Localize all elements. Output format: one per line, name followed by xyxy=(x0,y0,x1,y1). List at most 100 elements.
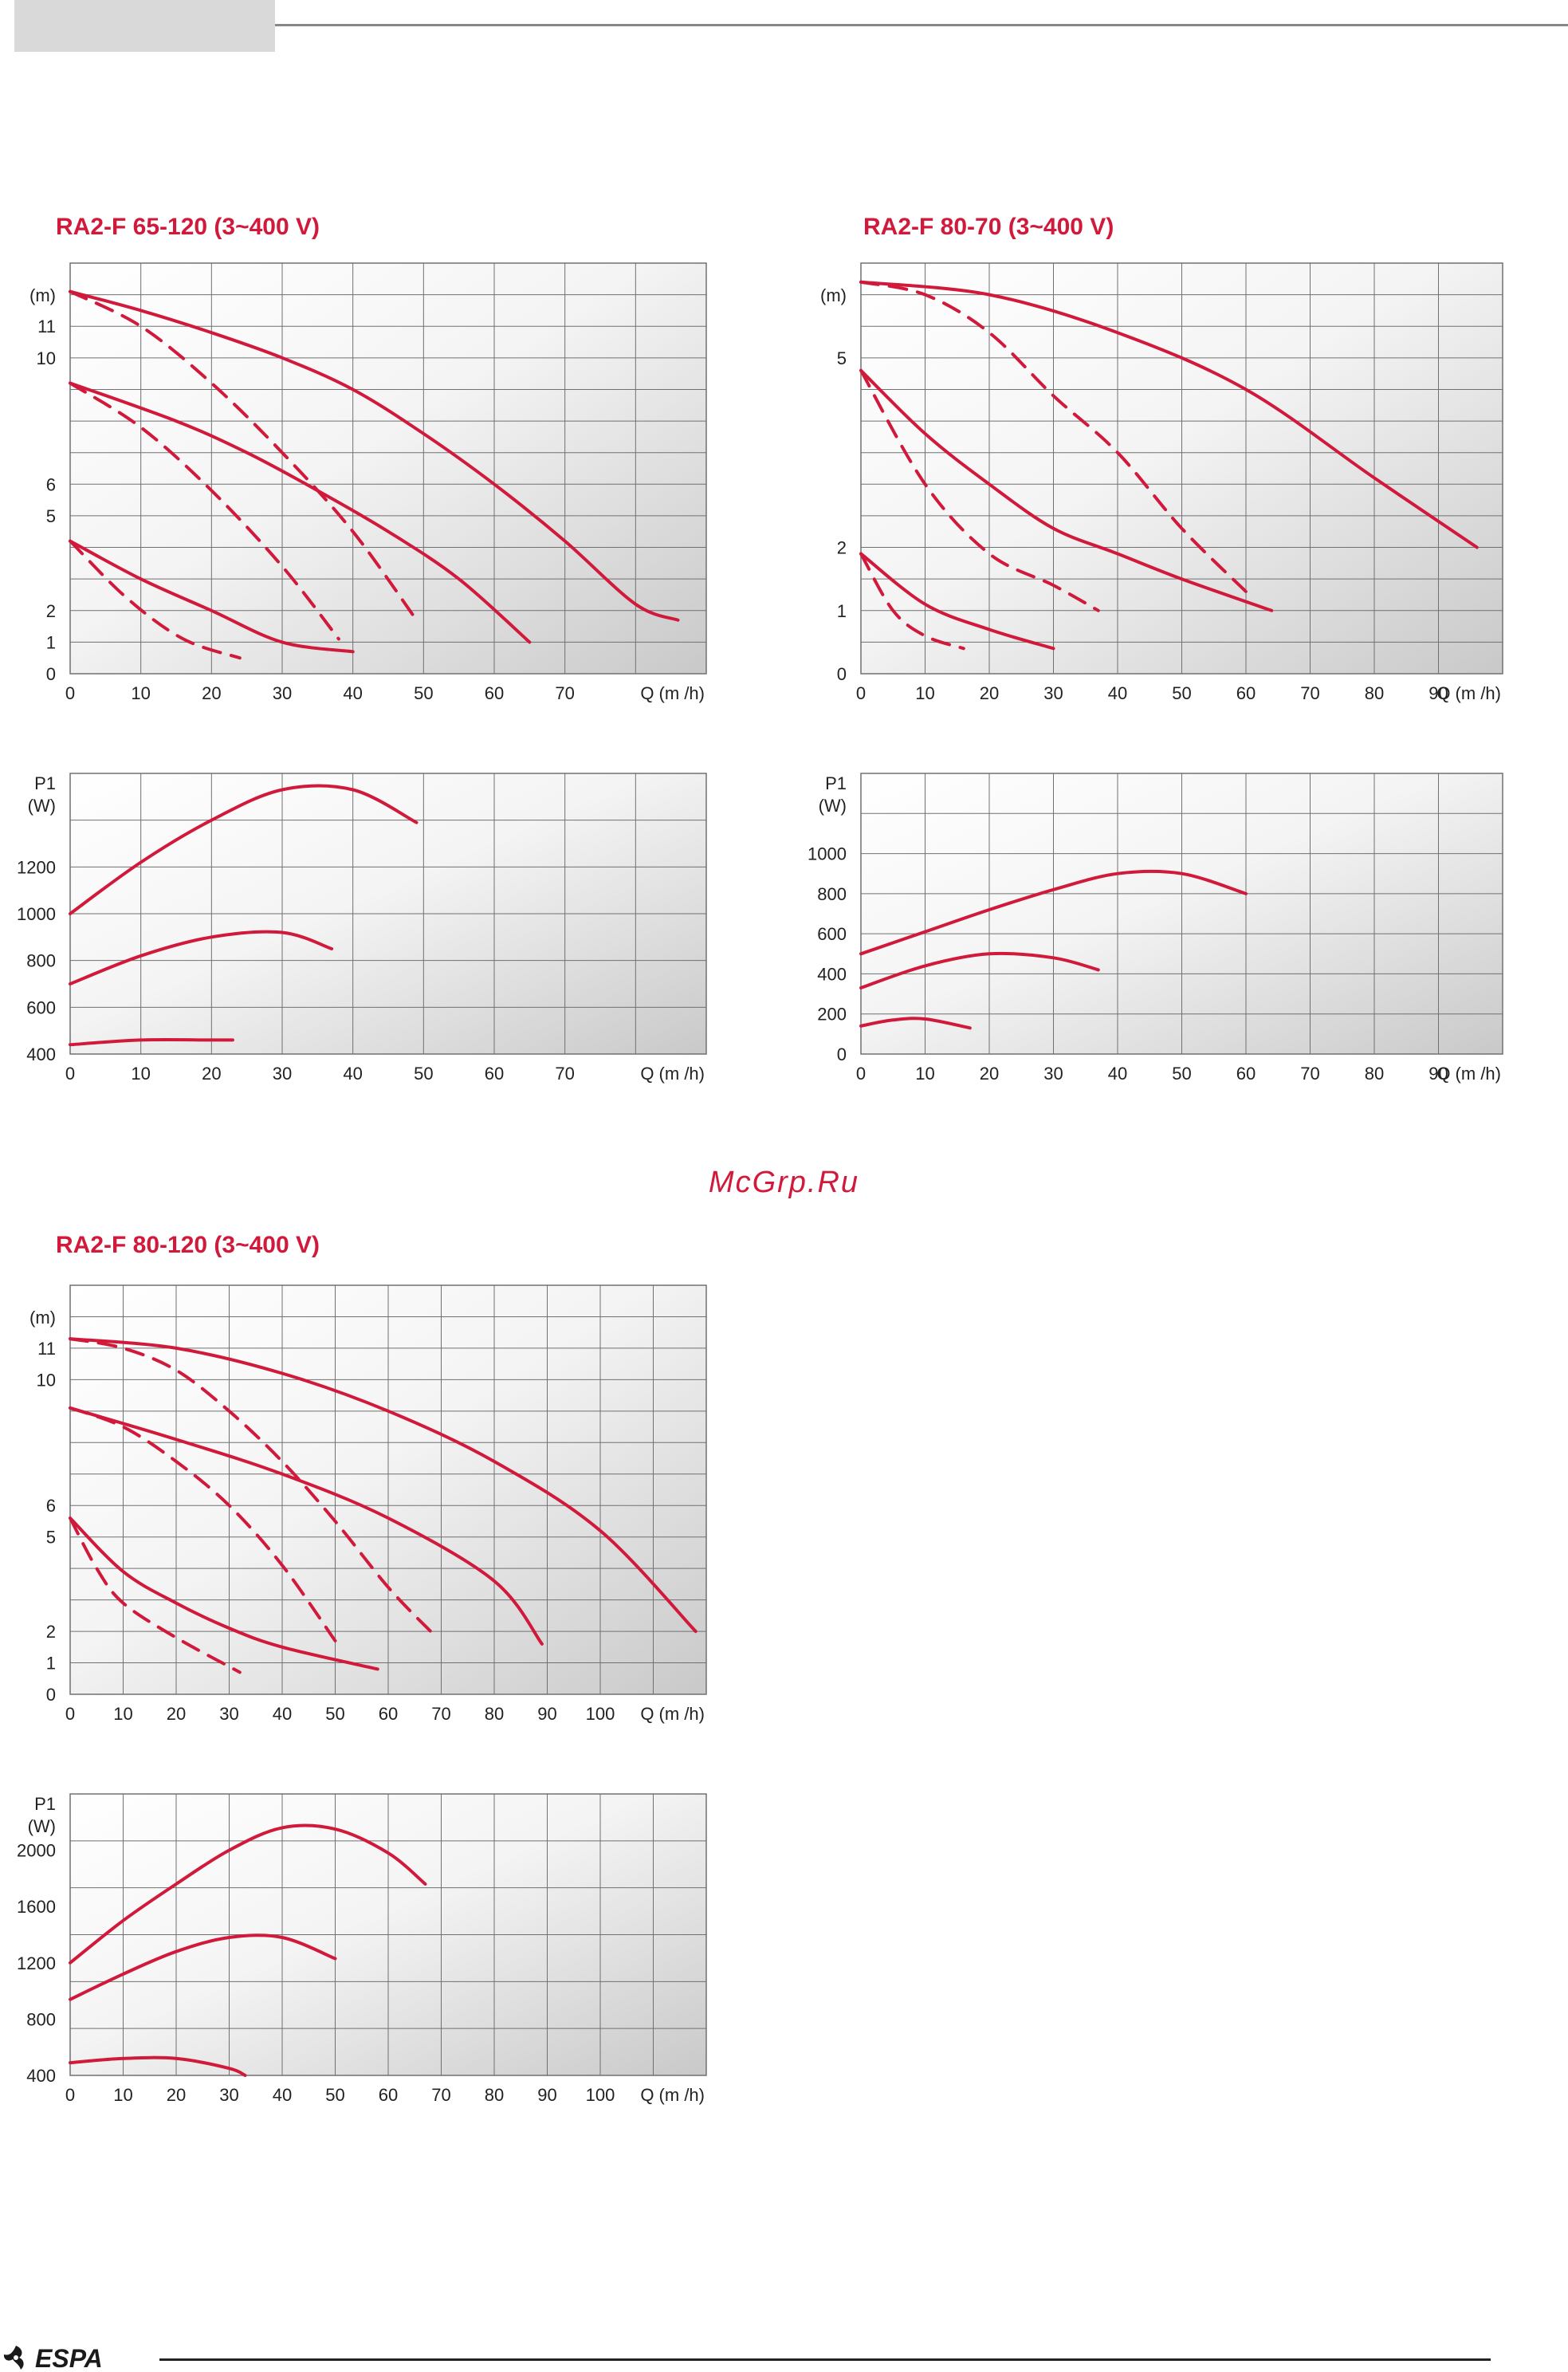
y-axis-label: (m) xyxy=(29,285,56,305)
y-tick-label: 400 xyxy=(817,964,847,984)
y-tick-label: 2000 xyxy=(17,1841,56,1861)
power-curve-1 xyxy=(859,869,1248,956)
x-tick-label: 70 xyxy=(431,2085,450,2105)
y-tick-label: 1200 xyxy=(17,1953,56,1973)
espa-logo-icon xyxy=(3,2346,24,2370)
power-curve-1 xyxy=(69,784,419,915)
head-curve-5 xyxy=(69,1516,379,1671)
header-rule xyxy=(275,24,1568,26)
x-tick-label: 0 xyxy=(856,1064,866,1084)
x-tick-label: 70 xyxy=(1300,683,1319,703)
power-curve-1 xyxy=(69,1823,427,1965)
x-tick-label: 10 xyxy=(131,1064,150,1084)
y-tick-label: 800 xyxy=(26,951,56,971)
x-tick-label: 40 xyxy=(273,1704,292,1724)
x-tick-label: 60 xyxy=(485,1064,504,1084)
x-tick-label: 0 xyxy=(856,683,866,703)
x-tick-label: 40 xyxy=(1108,683,1127,703)
x-tick-label: 100 xyxy=(586,2085,615,2105)
x-tick-label: 70 xyxy=(555,1064,574,1084)
y-tick-label: 5 xyxy=(46,1528,56,1548)
y-tick-label: 6 xyxy=(46,1496,56,1516)
y-tick-label: 1600 xyxy=(17,1897,56,1917)
espa-logo-text: ESPA xyxy=(35,2344,103,2371)
y-tick-label: 600 xyxy=(817,924,847,944)
ra2f-80-70-power-panel: 0 10 20 30 40 50 60 70 80 90Q (m /h) 0 200 400 600 800… xyxy=(808,773,1503,1084)
head-curve-5 xyxy=(859,552,1055,651)
head-curve-6 xyxy=(859,552,965,651)
head-curve-4 xyxy=(69,381,340,641)
x-axis-label: Q (m /h) xyxy=(1436,683,1501,703)
x-tick-label: 20 xyxy=(167,1704,186,1724)
y-axis-label: (W) xyxy=(28,1816,56,1836)
x-tick-label: 90 xyxy=(1428,683,1448,703)
y-tick-label: 1000 xyxy=(17,904,56,924)
x-tick-label: 30 xyxy=(273,683,292,703)
y-tick-label: 10 xyxy=(37,1370,56,1390)
y-tick-label: 2 xyxy=(837,538,847,558)
x-tick-label: 40 xyxy=(343,1064,362,1084)
chart-title-ra2f-80-120: RA2-F 80-120 (3~400 V) xyxy=(56,1232,320,1258)
y-tick-label: 0 xyxy=(46,1685,56,1705)
y-tick-label: 11 xyxy=(37,1339,56,1359)
head-curve-6 xyxy=(69,1516,242,1674)
x-tick-label: 60 xyxy=(379,2085,398,2105)
y-axis-label: (W) xyxy=(819,796,847,816)
x-tick-label: 70 xyxy=(431,1704,450,1724)
y-tick-label: 1000 xyxy=(808,844,847,864)
x-tick-label: 20 xyxy=(980,1064,999,1084)
x-tick-label: 30 xyxy=(219,1704,238,1724)
head-curve-6 xyxy=(69,539,242,660)
x-tick-label: 40 xyxy=(343,683,362,703)
y-tick-label: 2 xyxy=(46,1622,56,1642)
x-axis-label: Q (m /h) xyxy=(640,1064,705,1084)
x-tick-label: 0 xyxy=(65,683,75,703)
chart-title-ra2f-80-70: RA2-F 80-70 (3~400 V) xyxy=(863,214,1114,240)
x-tick-label: 70 xyxy=(1300,1064,1319,1084)
x-tick-label: 20 xyxy=(202,1064,221,1084)
ra2f-80-70-head-panel: 0 10 20 30 40 50 60 70 80 90Q (m /h) 0 1 2 5 (m) xyxy=(820,262,1503,703)
power-curve-2 xyxy=(859,951,1100,989)
x-tick-label: 30 xyxy=(273,1064,292,1084)
x-tick-label: 80 xyxy=(485,2085,504,2105)
ra2f-65-120-power-panel: 0 10 20 30 40 50 60 70 Q (m /h) 400 600 800 1000 1200… xyxy=(17,773,707,1084)
y-axis-label: P1 xyxy=(825,773,847,793)
x-tick-label: 90 xyxy=(1428,1064,1448,1084)
head-curve-4 xyxy=(69,1406,337,1642)
x-axis-label: Q (m /h) xyxy=(640,683,705,703)
ra2f-80-120-head-panel: 0 10 20 30 40 50 60 70 80 90 100 Q (m /h) 0 1 2 5 6 10 11 (… xyxy=(29,1284,707,1724)
x-tick-label: 60 xyxy=(379,1704,398,1724)
y-axis-label: P1 xyxy=(34,773,56,793)
x-tick-label: 100 xyxy=(586,1704,615,1724)
x-tick-label: 40 xyxy=(1108,1064,1127,1084)
y-tick-label: 0 xyxy=(837,664,847,684)
y-tick-label: 800 xyxy=(817,884,847,904)
x-axis-label: Q (m /h) xyxy=(640,1704,705,1724)
x-tick-label: 0 xyxy=(65,2085,75,2105)
x-tick-label: 30 xyxy=(1043,1064,1063,1084)
head-curve-4 xyxy=(859,368,1100,612)
x-tick-label: 10 xyxy=(915,1064,934,1084)
y-tick-label: 10 xyxy=(37,348,56,368)
x-tick-label: 50 xyxy=(1172,1064,1191,1084)
x-tick-label: 80 xyxy=(1365,1064,1384,1084)
x-tick-label: 30 xyxy=(219,2085,238,2105)
head-curve-1 xyxy=(859,280,1479,549)
plot-area xyxy=(69,262,707,675)
y-tick-label: 200 xyxy=(817,1005,847,1025)
x-tick-label: 10 xyxy=(113,1704,132,1724)
y-tick-label: 0 xyxy=(837,1044,847,1064)
y-tick-label: 800 xyxy=(26,2009,56,2029)
espa-logo: ESPA xyxy=(3,2344,103,2371)
y-tick-label: 5 xyxy=(837,348,847,368)
ra2f-65-120-head-panel: 0 10 20 30 40 50 60 70 Q (m /h) 0 1 2 5 6 10 11 (m) xyxy=(29,262,707,703)
head-curve-1 xyxy=(69,1337,698,1634)
y-tick-label: 1200 xyxy=(17,857,56,877)
x-tick-label: 90 xyxy=(537,1704,556,1724)
y-tick-label: 5 xyxy=(46,506,56,526)
power-curve-3 xyxy=(859,1017,972,1030)
footer-rule xyxy=(159,2358,1491,2361)
x-tick-label: 20 xyxy=(202,683,221,703)
x-tick-label: 80 xyxy=(485,1704,504,1724)
